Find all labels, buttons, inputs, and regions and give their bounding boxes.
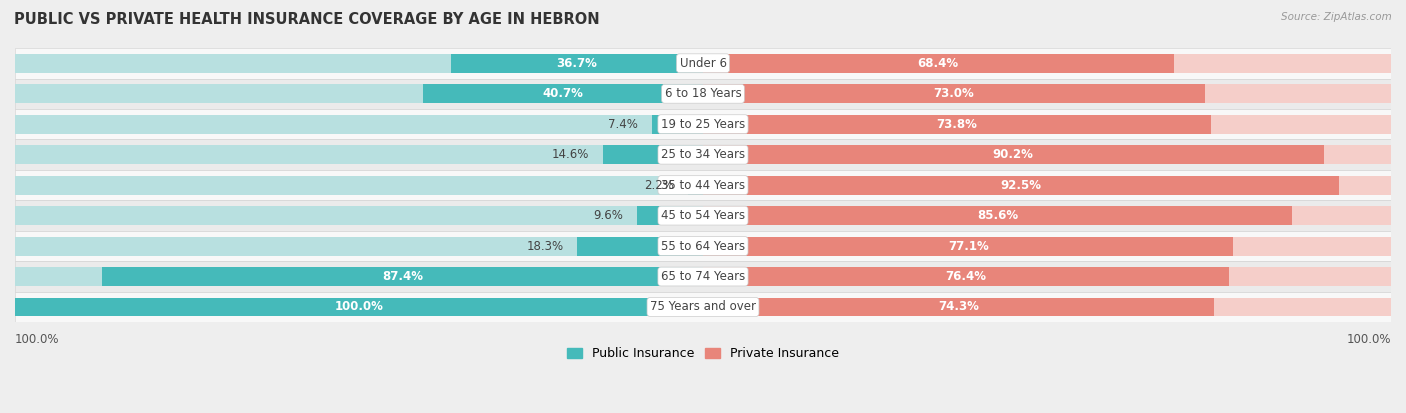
Text: 100.0%: 100.0% — [1347, 333, 1391, 346]
Bar — [423, 84, 703, 103]
Bar — [703, 145, 1391, 164]
Text: 45 to 54 Years: 45 to 54 Years — [661, 209, 745, 222]
Bar — [703, 297, 1215, 316]
Text: 75 Years and over: 75 Years and over — [650, 301, 756, 313]
Bar — [15, 231, 1391, 261]
Text: 76.4%: 76.4% — [945, 270, 987, 283]
Text: 68.4%: 68.4% — [918, 57, 959, 70]
Text: 6 to 18 Years: 6 to 18 Years — [665, 87, 741, 100]
Text: 73.0%: 73.0% — [934, 87, 974, 100]
Bar — [703, 297, 1391, 316]
Text: 77.1%: 77.1% — [948, 240, 988, 253]
Bar — [703, 115, 1211, 134]
Bar — [15, 170, 1391, 200]
Text: 85.6%: 85.6% — [977, 209, 1018, 222]
Bar — [15, 297, 703, 316]
Bar — [15, 78, 1391, 109]
Text: 65 to 74 Years: 65 to 74 Years — [661, 270, 745, 283]
Bar — [688, 176, 703, 195]
Bar — [15, 261, 1391, 292]
Text: 40.7%: 40.7% — [543, 87, 583, 100]
Bar — [15, 176, 703, 195]
Bar — [15, 297, 703, 316]
Bar — [703, 145, 1323, 164]
Bar — [652, 115, 703, 134]
Bar — [637, 206, 703, 225]
Text: 2.2%: 2.2% — [644, 179, 673, 192]
Bar — [15, 140, 1391, 170]
Text: 87.4%: 87.4% — [382, 270, 423, 283]
Text: 35 to 44 Years: 35 to 44 Years — [661, 179, 745, 192]
Text: 73.8%: 73.8% — [936, 118, 977, 131]
Bar — [15, 109, 1391, 140]
Bar — [703, 267, 1229, 286]
Bar — [15, 115, 703, 134]
Bar — [15, 206, 703, 225]
Bar — [703, 54, 1391, 73]
Bar — [15, 200, 1391, 231]
Bar — [603, 145, 703, 164]
Bar — [703, 237, 1233, 256]
Bar — [576, 237, 703, 256]
Text: 100.0%: 100.0% — [335, 301, 384, 313]
Text: 19 to 25 Years: 19 to 25 Years — [661, 118, 745, 131]
Bar — [703, 84, 1205, 103]
Text: 55 to 64 Years: 55 to 64 Years — [661, 240, 745, 253]
Legend: Public Insurance, Private Insurance: Public Insurance, Private Insurance — [562, 342, 844, 366]
Text: PUBLIC VS PRIVATE HEALTH INSURANCE COVERAGE BY AGE IN HEBRON: PUBLIC VS PRIVATE HEALTH INSURANCE COVER… — [14, 12, 600, 27]
Bar — [15, 48, 1391, 78]
Bar — [101, 267, 703, 286]
Text: 100.0%: 100.0% — [15, 333, 59, 346]
Bar — [15, 145, 703, 164]
Bar — [703, 54, 1174, 73]
Text: 36.7%: 36.7% — [557, 57, 598, 70]
Bar — [15, 54, 703, 73]
Text: 90.2%: 90.2% — [993, 148, 1033, 161]
Bar — [703, 237, 1391, 256]
Text: Under 6: Under 6 — [679, 57, 727, 70]
Text: 9.6%: 9.6% — [593, 209, 623, 222]
Bar — [703, 267, 1391, 286]
Bar — [15, 84, 703, 103]
Bar — [703, 84, 1391, 103]
Text: 74.3%: 74.3% — [938, 301, 979, 313]
Bar — [15, 267, 703, 286]
Bar — [703, 115, 1391, 134]
Bar — [703, 206, 1391, 225]
Bar — [15, 292, 1391, 322]
Text: 25 to 34 Years: 25 to 34 Years — [661, 148, 745, 161]
Bar — [703, 206, 1292, 225]
Text: 14.6%: 14.6% — [551, 148, 589, 161]
Text: 7.4%: 7.4% — [609, 118, 638, 131]
Bar — [15, 237, 703, 256]
Bar — [703, 176, 1340, 195]
Text: Source: ZipAtlas.com: Source: ZipAtlas.com — [1281, 12, 1392, 22]
Text: 92.5%: 92.5% — [1001, 179, 1042, 192]
Text: 18.3%: 18.3% — [526, 240, 564, 253]
Bar — [450, 54, 703, 73]
Bar — [703, 176, 1391, 195]
